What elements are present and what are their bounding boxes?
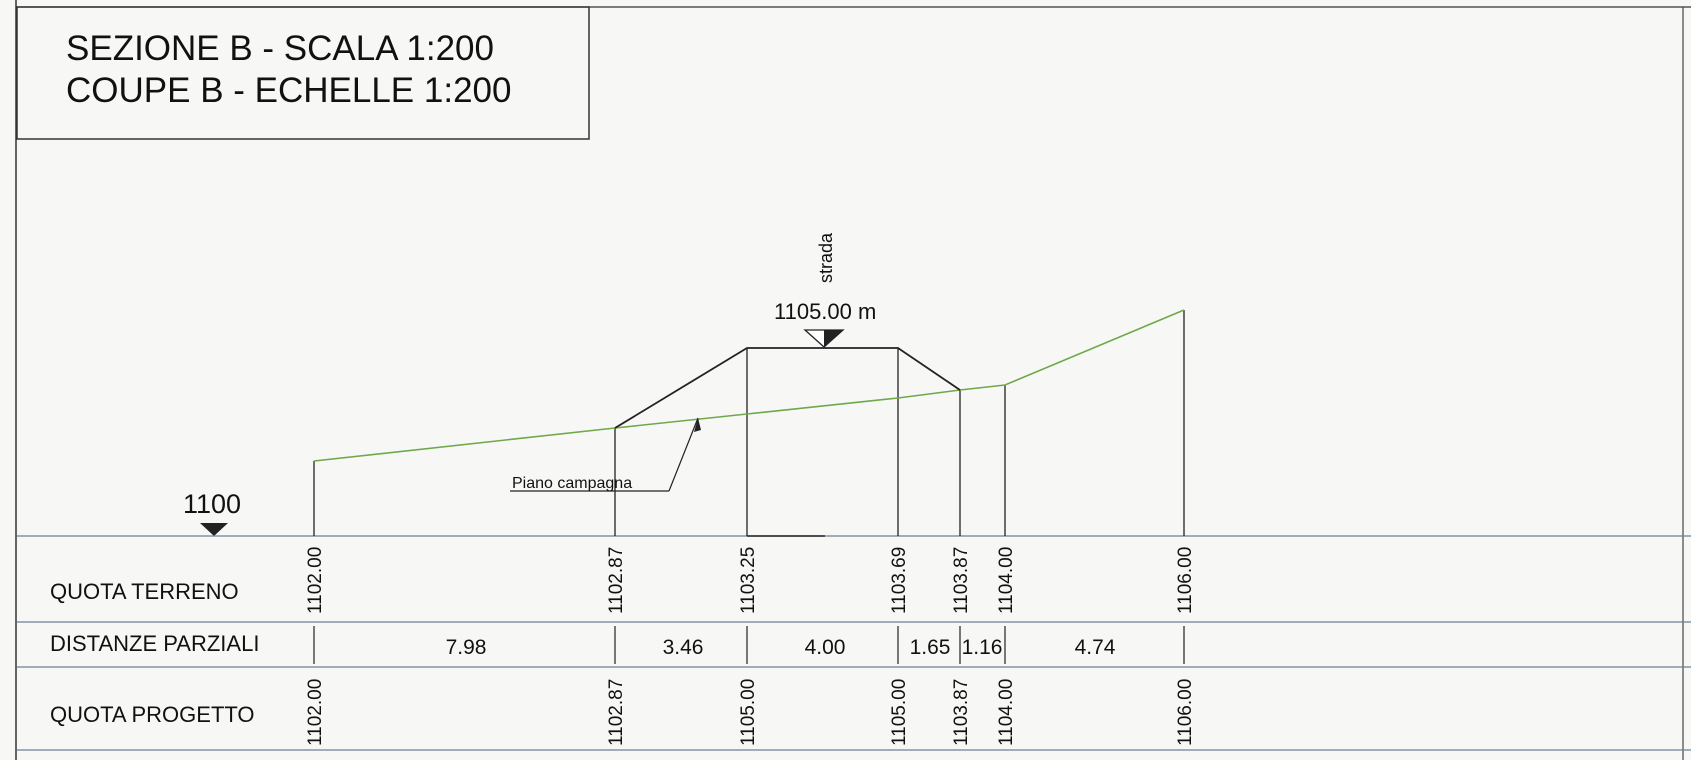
row-label-distanze-parziali: DISTANZE PARZIALI bbox=[50, 631, 259, 656]
title-box bbox=[16, 6, 590, 140]
distance-value-1: 7.98 bbox=[446, 636, 487, 659]
terreno-value-6: 1104.00 bbox=[996, 547, 1017, 614]
terreno-value-1: 1102.00 bbox=[305, 547, 326, 614]
ground-leader-line bbox=[668, 417, 699, 492]
terreno-value-2: 1102.87 bbox=[606, 547, 627, 614]
progetto-value-4: 1105.00 bbox=[889, 679, 910, 746]
distance-value-3: 4.00 bbox=[805, 636, 846, 659]
station-lines bbox=[313, 310, 1185, 536]
datum-label: 1100 bbox=[183, 489, 241, 519]
terreno-value-7: 1106.00 bbox=[1175, 547, 1196, 614]
progetto-value-3: 1105.00 bbox=[738, 679, 759, 746]
row-label-quota-terreno: QUOTA TERRENO bbox=[50, 579, 239, 604]
elevation-marker-fill-icon bbox=[824, 330, 843, 347]
quota-progetto-values: 1102.00 1102.87 1105.00 1105.00 1103.87 … bbox=[305, 679, 1196, 746]
progetto-value-5: 1103.87 bbox=[951, 679, 972, 746]
distance-value-4: 1.65 bbox=[910, 636, 951, 659]
progetto-value-1: 1102.00 bbox=[305, 679, 326, 746]
distance-value-6: 4.74 bbox=[1075, 636, 1116, 659]
road-elevation-label: 1105.00 m bbox=[774, 299, 876, 324]
terreno-value-4: 1103.69 bbox=[889, 547, 910, 614]
progetto-value-7: 1106.00 bbox=[1175, 679, 1196, 746]
quota-terreno-values: 1102.00 1102.87 1103.25 1103.69 1103.87 … bbox=[305, 547, 1196, 614]
distance-value-5: 1.16 bbox=[962, 636, 1003, 659]
ground-label: Piano campagna bbox=[512, 475, 632, 492]
distance-value-2: 3.46 bbox=[663, 636, 704, 659]
datum-triangle-icon bbox=[200, 523, 228, 536]
ground-leader-arrow-icon bbox=[694, 418, 701, 432]
terreno-value-3: 1103.25 bbox=[738, 547, 759, 614]
progetto-value-2: 1102.87 bbox=[606, 679, 627, 746]
road-embankment-line bbox=[614, 347, 961, 429]
title-line-2: COUPE B - ECHELLE 1:200 bbox=[66, 71, 511, 110]
road-label: strada bbox=[816, 232, 836, 283]
row-label-quota-progetto: QUOTA PROGETTO bbox=[50, 702, 255, 727]
title-line-1: SEZIONE B - SCALA 1:200 bbox=[66, 29, 494, 68]
progetto-value-6: 1104.00 bbox=[996, 679, 1017, 746]
terreno-value-5: 1103.87 bbox=[951, 547, 972, 614]
distance-separators bbox=[313, 626, 1185, 664]
distance-values: 7.98 3.46 4.00 1.65 1.16 4.74 bbox=[446, 636, 1116, 659]
